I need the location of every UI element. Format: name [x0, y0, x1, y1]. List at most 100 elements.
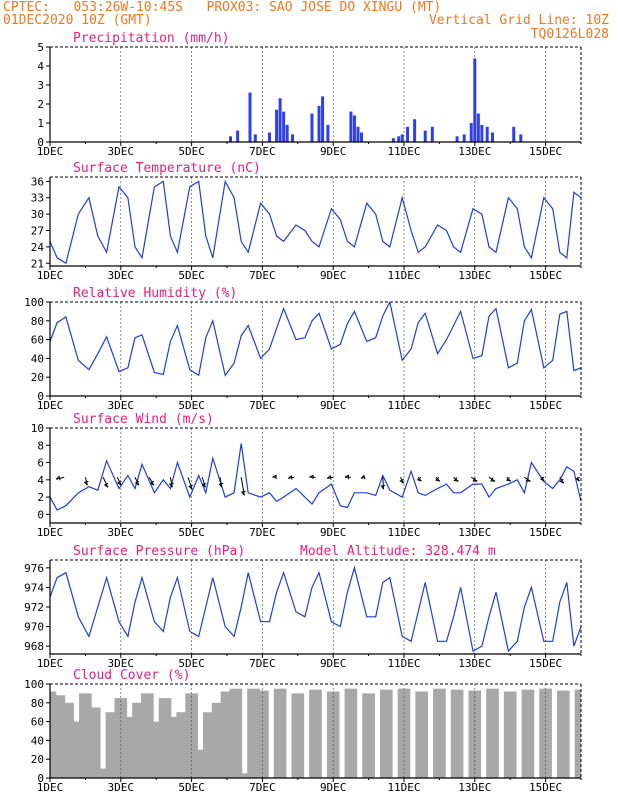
series-line — [50, 443, 581, 511]
cloud-bar — [309, 689, 322, 778]
x-tick-label: 9DEC — [320, 781, 347, 794]
wind-arrow-head — [240, 490, 246, 496]
precip-bar — [423, 130, 427, 142]
y-tick-label: 36 — [31, 175, 44, 188]
wind-arrow-head — [287, 474, 293, 480]
precip-bar — [229, 136, 233, 142]
precip-bar — [476, 113, 480, 142]
precip-bar — [282, 111, 286, 142]
x-tick-label: 7DEC — [249, 145, 276, 158]
header-date: 01DEC2020 10Z (GMT) — [3, 13, 152, 28]
y-tick-label: 80 — [31, 315, 44, 328]
precip-bar — [275, 109, 279, 142]
y-tick-label: 10 — [31, 422, 44, 435]
x-tick-label: 7DEC — [249, 399, 276, 412]
x-tick-label: 11DEC — [387, 399, 420, 412]
wind-arrow-head — [272, 474, 277, 480]
precip-bar — [400, 134, 404, 142]
wind-arrow-head — [55, 475, 61, 481]
y-tick-label: 20 — [31, 753, 44, 766]
wind-arrow-head — [201, 482, 207, 488]
y-tick-label: 970 — [24, 621, 44, 634]
precip-bar — [397, 136, 401, 142]
header-line1: CPTEC: 053:26W-10:45S PROX03: SAO JOSE D… — [3, 0, 442, 15]
x-tick-label: 15DEC — [529, 269, 562, 282]
y-tick-label: 20 — [31, 371, 44, 384]
panel-1: Precipitation (mm/h) 0 1 2 3 4 5 1DEC 3DEC 5DEC 7D… — [37, 31, 582, 158]
precip-bar — [491, 132, 494, 142]
cloud-bar — [273, 688, 287, 778]
precip-bar — [462, 134, 466, 142]
y-tick-label: 100 — [24, 296, 44, 309]
wind-arrow-head — [168, 482, 174, 488]
x-tick-label: 9DEC — [320, 526, 347, 539]
wind-arrow-head — [399, 478, 404, 484]
y-tick-label: 0 — [37, 772, 44, 785]
precip-bar — [356, 126, 360, 142]
plot-area — [50, 688, 581, 778]
cloud-bar — [291, 693, 305, 778]
panel-2: Surface Temperature (nC) 21 24 27 30 33 36 1DEC… — [31, 161, 582, 282]
panel-5: Surface Pressure (hPa) Model Altitude: 32… — [24, 544, 582, 670]
cloud-bar — [344, 688, 358, 778]
precip-bar — [248, 92, 252, 142]
wind-arrow-head — [435, 477, 441, 482]
wind-arrow-head — [505, 477, 511, 482]
precip-bar — [406, 126, 410, 142]
cloud-bar — [556, 690, 570, 778]
wind-arrow-head — [539, 476, 545, 482]
precip-bar — [253, 134, 257, 142]
plot-area — [50, 443, 581, 511]
precip-bar — [485, 126, 489, 142]
y-tick-label: 968 — [24, 640, 44, 653]
panel-4: Surface Wind (m/s) 0 2 4 6 8 10 1DEC 3DEC 5DEC 7DE… — [31, 412, 582, 539]
wind-arrow — [382, 477, 385, 490]
x-tick-label: 13DEC — [458, 269, 491, 282]
panel-title: Cloud Cover (%) — [73, 668, 190, 683]
precip-bar — [349, 111, 353, 142]
precip-bar — [519, 134, 523, 142]
x-tick-label: 3DEC — [108, 269, 135, 282]
y-tick-label: 60 — [31, 334, 44, 347]
y-tick-label: 0 — [37, 136, 44, 149]
x-tick-label: 11DEC — [387, 526, 420, 539]
x-tick-label: 9DEC — [320, 657, 347, 670]
y-tick-label: 2 — [37, 98, 44, 111]
x-tick-label: 5DEC — [178, 145, 205, 158]
wind-arrow-head — [149, 480, 155, 486]
plot-area — [50, 565, 581, 653]
precip-bar — [278, 98, 282, 142]
y-tick-label: 4 — [37, 60, 44, 73]
cloud-bar — [433, 688, 446, 778]
wind-arrow-head — [134, 480, 140, 486]
x-tick-label: 5DEC — [178, 399, 205, 412]
x-tick-label: 7DEC — [249, 526, 276, 539]
wind-arrow — [116, 477, 122, 486]
precip-bar — [352, 115, 356, 142]
wind-arrow — [201, 477, 206, 488]
cloud-bar — [362, 693, 375, 778]
x-tick-label: 13DEC — [458, 526, 491, 539]
precip-bar — [360, 132, 364, 142]
series-line — [50, 565, 581, 653]
y-tick-label: 972 — [24, 601, 44, 614]
wind-arrow — [219, 477, 223, 488]
wind-arrow-head — [344, 474, 349, 480]
wind-arrow-head — [117, 480, 122, 486]
wind-arrow-head — [490, 477, 496, 482]
x-tick-label: 5DEC — [178, 526, 205, 539]
wind-arrow-head — [326, 474, 332, 480]
wind-arrow-head — [380, 485, 386, 490]
panel-title: Surface Wind (m/s) — [73, 412, 214, 427]
x-tick-label: 7DEC — [249, 269, 276, 282]
x-tick-label: 15DEC — [529, 399, 562, 412]
x-tick-label: 3DEC — [108, 399, 135, 412]
precip-bar — [413, 119, 417, 142]
wind-arrow — [148, 476, 155, 486]
panel-title: Relative Humidity (%) — [73, 286, 237, 301]
cloud-bar — [450, 689, 464, 778]
x-tick-label: 1DEC — [37, 269, 64, 282]
panel-subtitle: Model Altitude: 328.474 m — [300, 544, 496, 559]
wind-arrow — [84, 477, 88, 486]
